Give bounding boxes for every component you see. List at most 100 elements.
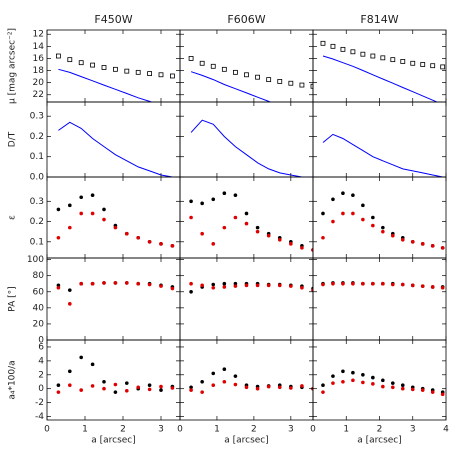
data-point [244,283,249,288]
panel-frame [179,29,314,103]
data-point [300,384,304,388]
data-point [68,383,72,388]
data-point [56,383,61,388]
data-point [169,73,175,79]
panel-title: F814W [360,13,398,26]
data-point [321,235,325,240]
data-point [289,242,293,246]
plot-area [58,121,173,177]
data-point [79,195,83,200]
data-point [233,69,238,75]
y-tick-label: -4 [35,412,44,422]
data-point [102,281,106,285]
data-point [188,56,194,61]
data-point [255,283,260,288]
data-point [390,57,396,63]
data-point [90,211,95,216]
plot-area [56,355,175,394]
data-point [391,385,395,390]
plot-area [320,40,446,102]
y-tick-label: 0.3 [30,197,44,207]
data-point [255,386,260,391]
data-point [222,281,227,286]
data-point [211,282,216,287]
y-tick-label: 80 [33,271,45,281]
data-point [136,281,140,286]
panel-frame [179,176,314,259]
data-point [67,57,73,63]
y-axis-label: ε [8,215,18,220]
data-point [159,242,163,246]
data-point [68,225,72,230]
data-point [136,235,140,240]
data-point [351,193,355,198]
y-tick-label: 0.0 [30,173,45,183]
data-point [321,211,325,216]
data-point [321,282,325,287]
x-tick-label: 0 [177,425,183,435]
panel-frame [179,257,314,341]
data-point [78,60,84,66]
data-point [371,375,375,380]
plot-area [56,193,175,248]
data-point [79,211,83,216]
data-point [189,289,193,294]
data-point [113,66,118,72]
data-point [381,384,385,389]
data-point [300,285,304,290]
y-tick-label: 22 [33,90,44,100]
data-point [222,285,227,289]
data-point [381,378,385,383]
data-point [244,72,249,78]
data-point [400,386,405,391]
data-point [361,372,365,377]
x-axis-label: a [arcsec] [357,436,402,446]
data-point [266,77,272,83]
data-point [277,79,283,84]
data-point [277,385,282,390]
data-point [420,62,426,67]
panel-frame [46,29,181,103]
data-point [320,40,326,46]
x-tick-label: 2 [377,425,383,435]
data-point [199,60,205,66]
data-point [371,281,375,286]
data-point [361,380,365,385]
data-point [90,384,95,388]
data-point [381,229,385,234]
data-point [221,66,227,72]
data-point [102,386,106,391]
data-point [331,197,335,202]
data-point [400,282,405,287]
y-tick-label: 6 [38,342,44,352]
y-tick-label: 0 [38,336,44,346]
data-point [420,242,425,246]
data-point [350,49,356,55]
plot-area [56,53,175,102]
data-point [90,281,95,286]
data-point [101,65,107,70]
x-tick-label: 1 [82,425,88,435]
x-tick-label: 2 [120,425,126,435]
panel-frame [46,176,181,259]
model-line [190,71,272,102]
data-point [266,384,271,389]
x-tick-label: 3 [158,425,164,435]
plot-area [189,367,313,394]
panel-title: F450W [94,13,132,26]
data-point [255,74,260,80]
y-axis-label: μ [mag arcsec⁻²] [8,28,18,104]
data-point [420,284,425,288]
y-axis-label: PA [°] [8,286,18,311]
data-point [233,284,238,288]
data-point [159,388,163,392]
data-point [222,191,227,195]
plot-area [189,281,313,294]
y-tick-label: 0.1 [30,152,44,162]
data-point [56,53,61,59]
data-point [113,390,118,394]
data-point [430,285,435,289]
data-point [331,381,335,385]
data-point [56,207,61,212]
